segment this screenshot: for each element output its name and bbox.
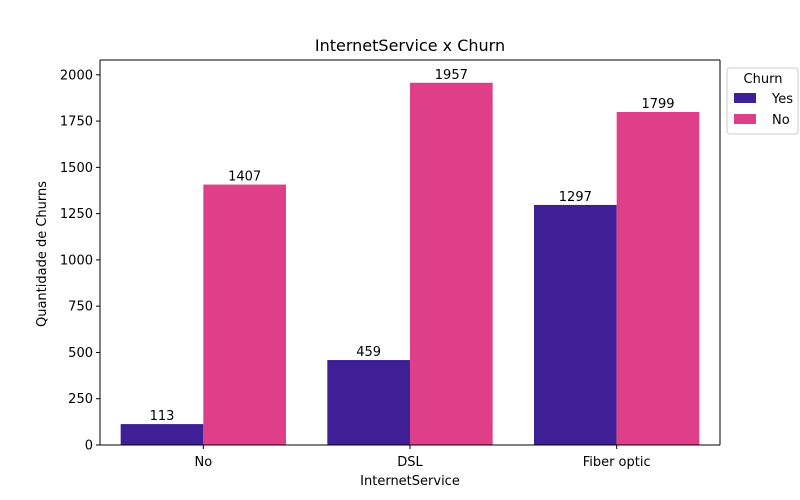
bar-yes-1: [327, 360, 410, 445]
x-tick-label: Fiber optic: [583, 455, 651, 470]
bar-no-2: [616, 112, 700, 445]
y-tick-label: 2000: [60, 68, 93, 83]
y-tick-label: 1500: [60, 161, 93, 176]
y-tick-label: 1750: [60, 115, 93, 130]
data-label: 113: [150, 409, 175, 424]
y-tick-label: 750: [68, 300, 93, 315]
legend-swatch-yes: [734, 93, 756, 103]
y-tick-label: 1250: [60, 207, 93, 222]
legend: Churn Yes No: [726, 67, 799, 135]
legend-swatch-no: [734, 114, 756, 124]
x-axis-label: InternetService: [360, 474, 460, 489]
bar-no-0: [203, 184, 286, 445]
y-tick-label: 1000: [60, 253, 93, 268]
y-tick-label: 0: [85, 439, 93, 454]
y-axis-label: Quantidade de Churns: [35, 181, 50, 327]
chart-title: InternetService x Churn: [315, 36, 505, 55]
plot-area: 113 459 1297 1407 1957 1799 0 250 500 750 1000 1250…: [60, 59, 721, 470]
data-label: 1407: [228, 170, 261, 185]
bar-yes-0: [120, 424, 204, 445]
bar-yes-2: [534, 204, 617, 445]
data-label: 1799: [641, 97, 674, 112]
legend-title: Churn: [744, 72, 783, 87]
x-tick-label: No: [194, 455, 212, 470]
y-tick-label: 250: [68, 392, 93, 407]
x-tick-label: DSL: [397, 455, 423, 470]
bar-no-1: [410, 82, 493, 446]
legend-label: Yes: [771, 92, 793, 107]
data-label: 1297: [559, 190, 592, 205]
data-label: 1957: [435, 68, 468, 83]
data-label: 459: [356, 345, 381, 360]
legend-label: No: [772, 113, 790, 128]
y-tick-label: 500: [68, 346, 93, 361]
